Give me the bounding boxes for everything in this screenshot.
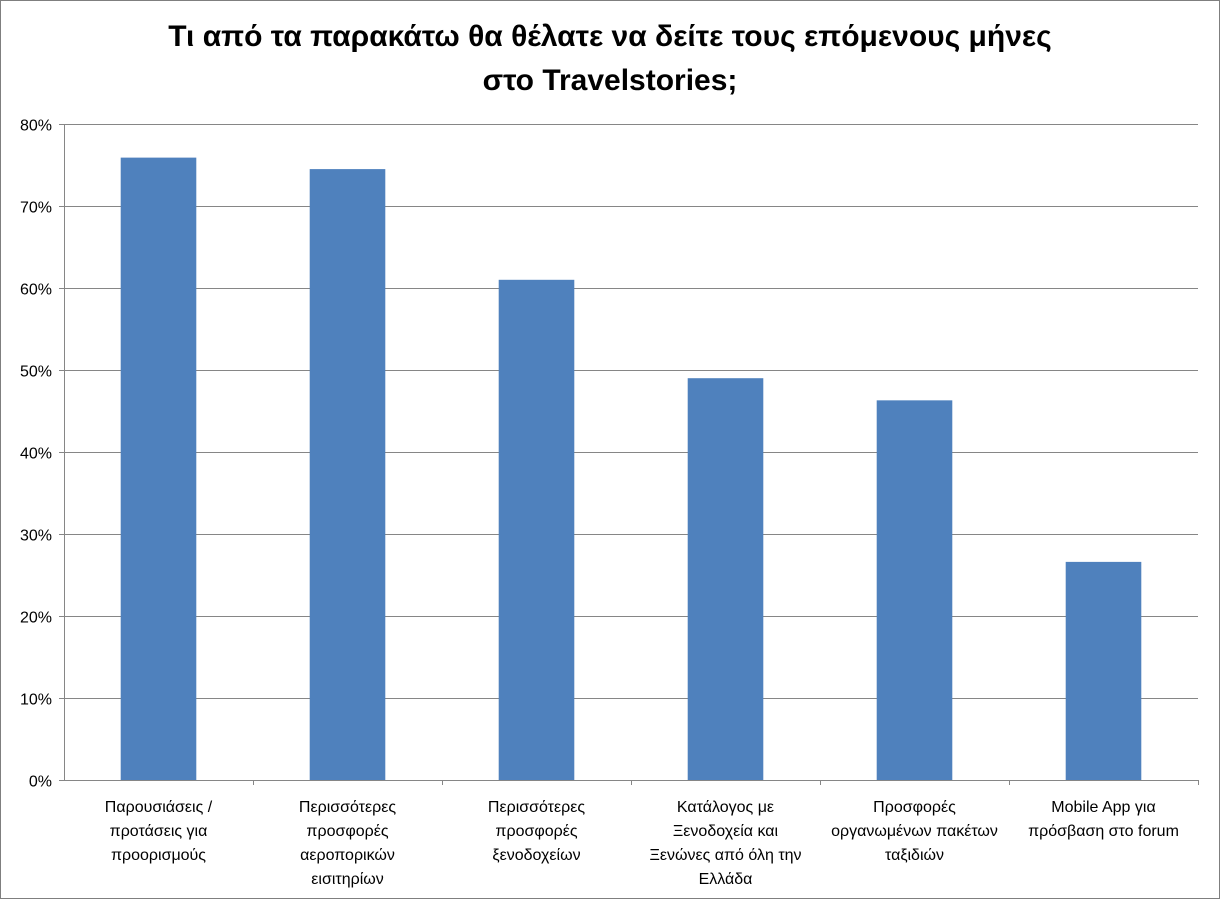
bar bbox=[687, 378, 764, 780]
x-category-label-line: προσφορές bbox=[495, 823, 577, 840]
x-category-label-line: Περισσότερες bbox=[488, 799, 585, 816]
x-category-label: Mobile App για πρόσβαση στο forum bbox=[1028, 799, 1179, 840]
y-tick-label: 0% bbox=[29, 774, 52, 791]
bar bbox=[876, 400, 953, 780]
x-category-label-line: πρόσβαση στο forum bbox=[1028, 823, 1179, 840]
x-category-label-line: προτάσεις για bbox=[110, 823, 208, 840]
x-category-label: Κατάλογος με Ξενοδοχεία και Ξενώνες από όλ… bbox=[649, 799, 801, 888]
y-tick-label: 10% bbox=[20, 692, 52, 709]
y-tick-label: 50% bbox=[20, 364, 52, 381]
x-category-label-line: Ξενοδοχεία και bbox=[673, 823, 779, 840]
y-tick-label: 30% bbox=[20, 528, 52, 545]
y-tick-label: 70% bbox=[20, 200, 52, 217]
x-category-label-line: Ξενώνες από όλη την bbox=[649, 847, 801, 864]
x-category-label-line: Παρουσιάσεις / bbox=[105, 799, 213, 816]
x-category-label-line: ξενοδοχείων bbox=[492, 847, 580, 864]
x-category-label-line: εισιτηρίων bbox=[311, 871, 383, 888]
y-tick-label: 20% bbox=[20, 610, 52, 627]
y-tick-label: 40% bbox=[20, 446, 52, 463]
x-category-label-line: Mobile App για bbox=[1051, 799, 1155, 816]
chart-title-line-2: στο Travelstories; bbox=[482, 64, 738, 97]
chart-title: Τι από τα παρακάτω θα θέλατε να δείτε το… bbox=[1, 15, 1219, 103]
x-category-label: Προσφορές οργανωμένων πακέτων ταξιδιών bbox=[831, 799, 998, 864]
x-category-label-line: Περισσότερες bbox=[299, 799, 396, 816]
bar bbox=[309, 169, 386, 781]
bar bbox=[498, 279, 575, 780]
x-category-label-line: προσφορές bbox=[306, 823, 388, 840]
y-tick-label: 60% bbox=[20, 282, 52, 299]
bar bbox=[1065, 561, 1142, 780]
x-category-label: Περισσότερες προσφορές ξενοδοχείων bbox=[488, 799, 585, 864]
x-category-label-line: Ελλάδα bbox=[699, 871, 753, 888]
chart-title-line-1: Τι από τα παρακάτω θα θέλατε να δείτε το… bbox=[168, 20, 1052, 53]
x-category-label-line: οργανωμένων πακέτων bbox=[831, 823, 998, 840]
x-category-label: Περισσότερες προσφορές αεροπορικών εισιτηρί… bbox=[299, 799, 396, 888]
x-category-label-line: προορισμούς bbox=[111, 847, 206, 864]
y-tick-label: 80% bbox=[20, 118, 52, 135]
x-category-label-line: Προσφορές bbox=[873, 799, 956, 816]
bar bbox=[120, 157, 197, 780]
x-category-label: Παρουσιάσεις / προτάσεις για προορισμούς bbox=[105, 799, 213, 864]
x-category-label-line: Κατάλογος με bbox=[677, 799, 774, 816]
x-category-label-line: ταξιδιών bbox=[885, 847, 944, 864]
x-category-label-line: αεροπορικών bbox=[300, 847, 395, 864]
